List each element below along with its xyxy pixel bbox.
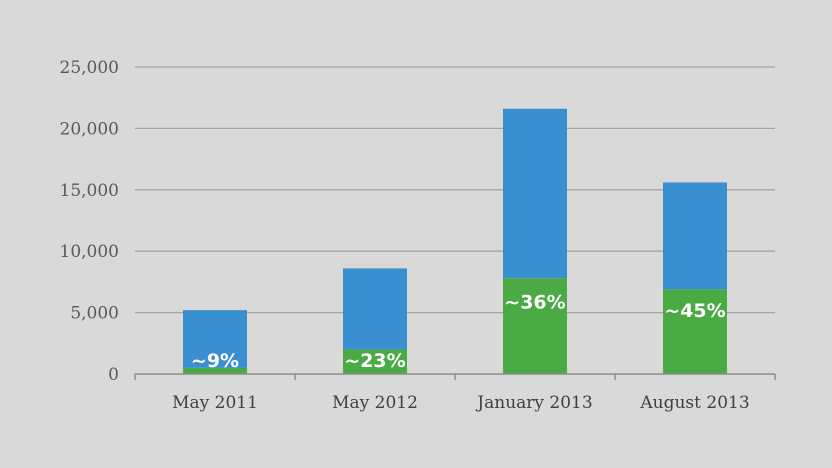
x-category-label: August 2013: [639, 393, 749, 413]
y-tick-label: 10,000: [60, 242, 119, 262]
y-tick-label: 15,000: [60, 181, 119, 201]
bar-segment-top: [663, 182, 727, 290]
y-tick-label: 0: [108, 365, 119, 385]
x-category-label: May 2011: [172, 393, 258, 413]
data-label: ~9%: [191, 350, 239, 372]
bar-segment-bottom: [503, 278, 567, 374]
bar-segment-bottom: [183, 367, 247, 374]
y-axis-tick-labels: 0 5,000 10,000 15,000 20,000 25,000: [60, 58, 119, 385]
y-tick-label: 5,000: [70, 304, 119, 324]
data-label: ~36%: [504, 291, 565, 313]
y-tick-label: 25,000: [60, 58, 119, 78]
bar-segment-top: [343, 268, 407, 350]
x-axis: [134, 373, 776, 380]
bar-segment-bottom: [343, 349, 407, 374]
x-axis-category-labels: May 2011 May 2012 January 2013 August 2013: [172, 393, 750, 413]
data-label: ~45%: [664, 300, 725, 322]
x-category-label: May 2012: [332, 393, 418, 413]
data-labels: ~9% ~23% ~36% ~45%: [191, 291, 726, 372]
bar-segment-bottom: [663, 289, 727, 374]
bar-segment-top: [183, 310, 247, 368]
bar-segment-top: [503, 108, 567, 279]
y-tick-label: 20,000: [60, 119, 119, 139]
bars: [183, 108, 727, 374]
x-category-label: January 2013: [475, 393, 592, 413]
data-label: ~23%: [344, 350, 405, 372]
